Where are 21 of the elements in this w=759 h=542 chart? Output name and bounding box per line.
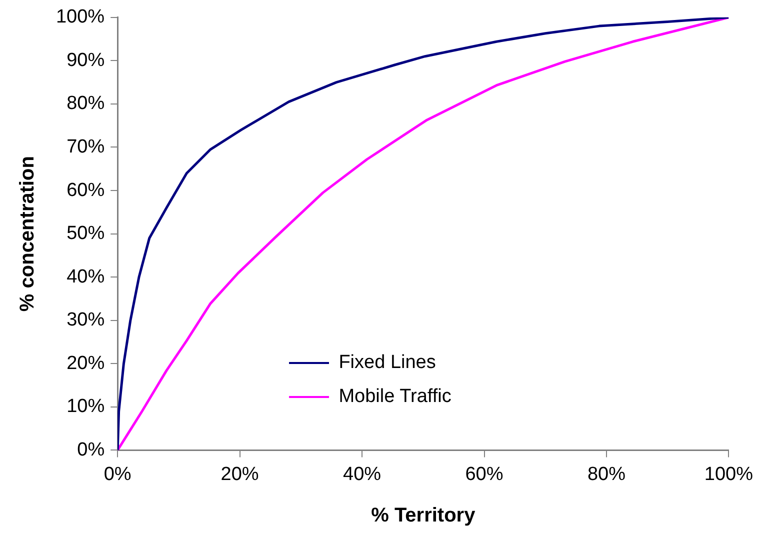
y-tick-label: 50%: [66, 223, 105, 244]
y-tick-label: 10%: [66, 396, 105, 418]
x-tick-label: 60%: [465, 464, 504, 485]
y-tick-label: 0%: [77, 439, 105, 460]
y-tick-label: 60%: [66, 180, 105, 201]
legend-label: Mobile Traffic: [338, 386, 452, 408]
y-axis-title: % concentration: [16, 156, 39, 312]
x-tick-label: 0%: [104, 464, 132, 485]
x-tick-label: 40%: [343, 464, 382, 485]
x-axis-title: % Territory: [371, 504, 476, 527]
x-tick-label: 100%: [704, 464, 754, 485]
y-tick-label: 20%: [66, 352, 105, 374]
y-tick-label: 30%: [66, 310, 105, 331]
y-tick-label: 80%: [66, 93, 105, 114]
y-tick-label: 100%: [56, 6, 105, 28]
legend-label: Fixed Lines: [338, 352, 436, 374]
y-tick-label: 70%: [66, 136, 105, 158]
x-tick-label: 80%: [587, 464, 626, 485]
y-tick-label: 90%: [66, 50, 105, 71]
x-tick-label: 20%: [220, 464, 259, 485]
y-tick-label: 40%: [66, 266, 105, 288]
